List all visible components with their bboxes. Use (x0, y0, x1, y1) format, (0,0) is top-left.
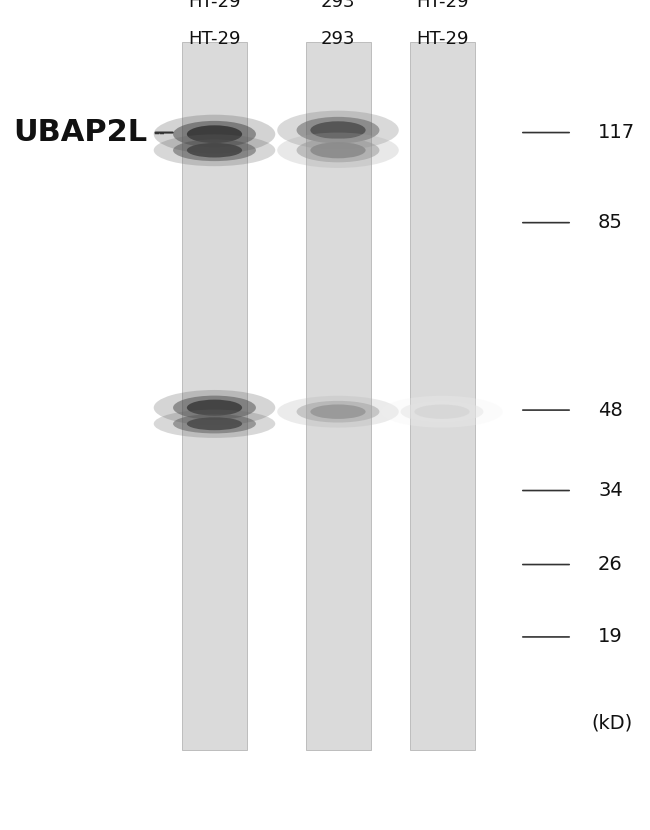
Text: HT-29: HT-29 (416, 0, 468, 12)
Ellipse shape (296, 117, 380, 144)
Ellipse shape (187, 399, 242, 416)
Ellipse shape (296, 138, 380, 163)
Text: 293: 293 (320, 0, 356, 12)
Ellipse shape (173, 414, 256, 433)
Ellipse shape (153, 390, 276, 425)
Ellipse shape (278, 110, 398, 149)
Ellipse shape (153, 409, 276, 438)
Text: 117: 117 (598, 123, 635, 142)
Text: UBAP2L: UBAP2L (13, 118, 147, 147)
Ellipse shape (173, 396, 256, 420)
Ellipse shape (311, 142, 365, 159)
Text: 48: 48 (598, 401, 623, 420)
Ellipse shape (311, 121, 365, 139)
Bar (306, 42, 370, 749)
Ellipse shape (296, 401, 380, 422)
Ellipse shape (153, 134, 276, 166)
Ellipse shape (187, 417, 242, 430)
Ellipse shape (415, 404, 470, 419)
Ellipse shape (153, 115, 276, 154)
Ellipse shape (173, 139, 256, 161)
Text: 85: 85 (598, 213, 623, 232)
Ellipse shape (400, 401, 484, 422)
Text: 293: 293 (320, 30, 356, 47)
Ellipse shape (278, 133, 398, 168)
Text: HT-29: HT-29 (188, 0, 240, 12)
Text: (kD): (kD) (592, 713, 632, 732)
Ellipse shape (278, 396, 398, 427)
Text: 19: 19 (598, 627, 623, 647)
Ellipse shape (187, 125, 242, 143)
Bar (182, 42, 247, 749)
Ellipse shape (173, 121, 256, 148)
Text: 26: 26 (598, 555, 623, 574)
Ellipse shape (311, 404, 365, 419)
Text: HT-29: HT-29 (416, 30, 468, 47)
Bar (410, 42, 474, 749)
Text: --: -- (153, 124, 164, 142)
Text: HT-29: HT-29 (188, 30, 240, 47)
Ellipse shape (381, 396, 503, 427)
Ellipse shape (187, 143, 242, 158)
Text: 34: 34 (598, 481, 623, 500)
